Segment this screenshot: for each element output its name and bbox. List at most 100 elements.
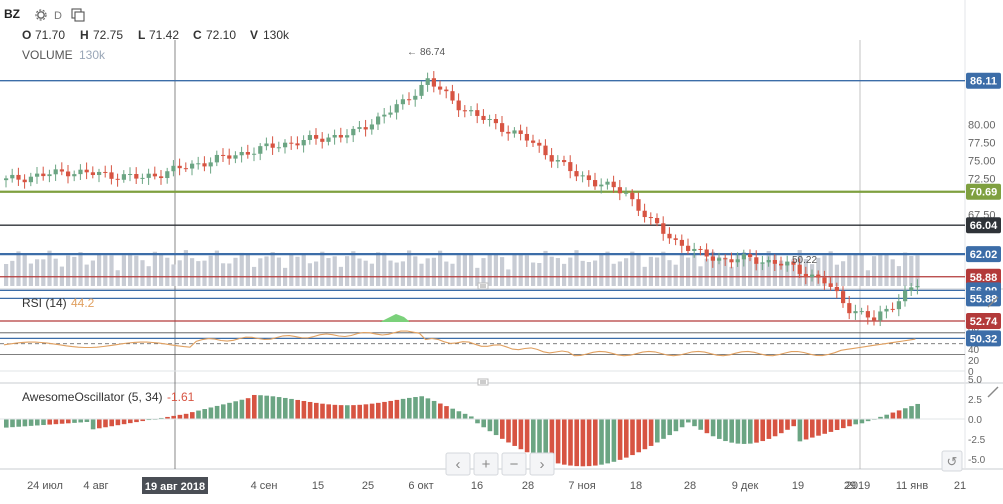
interval-label[interactable]: D [54, 10, 62, 22]
candle[interactable] [903, 285, 908, 307]
candle[interactable] [128, 167, 133, 182]
candle[interactable] [140, 173, 145, 184]
price-level-label[interactable]: 62.02 [966, 246, 1001, 263]
candle[interactable] [878, 305, 883, 327]
candle[interactable] [481, 109, 486, 124]
candle[interactable] [276, 141, 281, 153]
candle[interactable] [301, 135, 306, 153]
candle[interactable] [456, 93, 461, 117]
candle[interactable] [78, 164, 83, 180]
candle[interactable] [692, 242, 697, 258]
pane-resize-handle-icon[interactable] [477, 282, 489, 290]
scroll-left-button[interactable] [445, 452, 471, 476]
candle[interactable] [810, 269, 815, 282]
candle[interactable] [438, 80, 443, 95]
candle[interactable] [146, 168, 151, 185]
candle[interactable] [512, 127, 517, 138]
candle[interactable] [543, 139, 548, 160]
candle[interactable] [369, 119, 374, 135]
indicators-icon[interactable] [71, 8, 85, 22]
candle[interactable] [884, 305, 889, 319]
candle[interactable] [760, 255, 765, 271]
time-axis[interactable]: 24 июл 4 авг 4 сен 15 25 6 окт 16 28 7 ноя 18 28 9 … [27, 477, 966, 494]
candle[interactable] [53, 164, 58, 181]
candle[interactable] [121, 170, 126, 183]
candle[interactable] [686, 238, 691, 255]
candle[interactable] [221, 148, 226, 163]
candle[interactable] [890, 302, 895, 313]
candle[interactable] [326, 133, 331, 146]
candle[interactable] [469, 106, 474, 117]
price-level-label[interactable]: 66.04 [966, 217, 1001, 234]
candle[interactable] [593, 172, 598, 190]
candle[interactable] [363, 119, 368, 137]
candle[interactable] [159, 169, 164, 185]
candle[interactable] [72, 170, 77, 182]
candle[interactable] [717, 252, 722, 265]
candle[interactable] [183, 162, 188, 172]
candle[interactable] [214, 150, 219, 167]
candle[interactable] [531, 134, 536, 147]
candle[interactable] [803, 266, 808, 285]
candle[interactable] [797, 258, 802, 278]
candle[interactable] [642, 203, 647, 223]
candlestick-series[interactable] [4, 71, 920, 327]
candle[interactable] [524, 126, 529, 147]
candle[interactable] [413, 89, 418, 107]
price-axis[interactable]: 80.0077.5075.0072.5067.5045.0086.1170.69… [966, 72, 1001, 347]
measure-icon[interactable] [987, 386, 999, 398]
symbol-label[interactable]: BZ [4, 7, 20, 21]
candle[interactable] [506, 125, 511, 141]
candle[interactable] [487, 114, 492, 127]
reset-chart-button[interactable] [941, 450, 963, 472]
candle[interactable] [872, 310, 877, 326]
candle[interactable] [4, 175, 9, 188]
candle[interactable] [394, 99, 399, 120]
candle[interactable] [258, 143, 263, 161]
candle[interactable] [748, 249, 753, 262]
candle[interactable] [617, 179, 622, 201]
candle[interactable] [537, 139, 542, 153]
candle[interactable] [314, 128, 319, 145]
zoom-in-button[interactable] [473, 452, 499, 476]
candle[interactable] [115, 173, 120, 187]
candle[interactable] [661, 216, 666, 241]
candle[interactable] [59, 162, 64, 176]
candle[interactable] [252, 147, 257, 162]
candle[interactable] [735, 252, 740, 267]
candle[interactable] [549, 148, 554, 168]
candle[interactable] [109, 165, 114, 185]
price-level-label[interactable]: 70.69 [966, 183, 1001, 200]
candle[interactable] [853, 304, 858, 320]
candle[interactable] [202, 156, 207, 172]
candle[interactable] [648, 212, 653, 225]
candle[interactable] [320, 132, 325, 149]
candle[interactable] [462, 105, 467, 118]
candle[interactable] [847, 296, 852, 320]
candle[interactable] [568, 155, 573, 179]
price-level-label[interactable]: 58.88 [966, 268, 1001, 285]
candle[interactable] [791, 258, 796, 272]
candle[interactable] [611, 175, 616, 193]
scroll-right-button[interactable] [529, 452, 555, 476]
candle[interactable] [698, 246, 703, 256]
candle[interactable] [419, 81, 424, 100]
candle[interactable] [10, 168, 15, 183]
candle[interactable] [667, 227, 672, 244]
candle[interactable] [605, 178, 610, 190]
candle[interactable] [772, 254, 777, 272]
candle[interactable] [35, 166, 40, 184]
horizontal-levels[interactable] [0, 80, 965, 340]
candle[interactable] [915, 279, 920, 295]
candle[interactable] [729, 252, 734, 269]
candle[interactable] [16, 167, 21, 186]
candle[interactable] [270, 136, 275, 155]
candle[interactable] [816, 270, 821, 284]
candle[interactable] [704, 243, 709, 262]
measure-icon[interactable] [987, 296, 999, 308]
candle[interactable] [500, 116, 505, 137]
candle[interactable] [828, 276, 833, 291]
candle[interactable] [245, 144, 250, 159]
candle[interactable] [407, 92, 412, 105]
candle[interactable] [475, 103, 480, 124]
